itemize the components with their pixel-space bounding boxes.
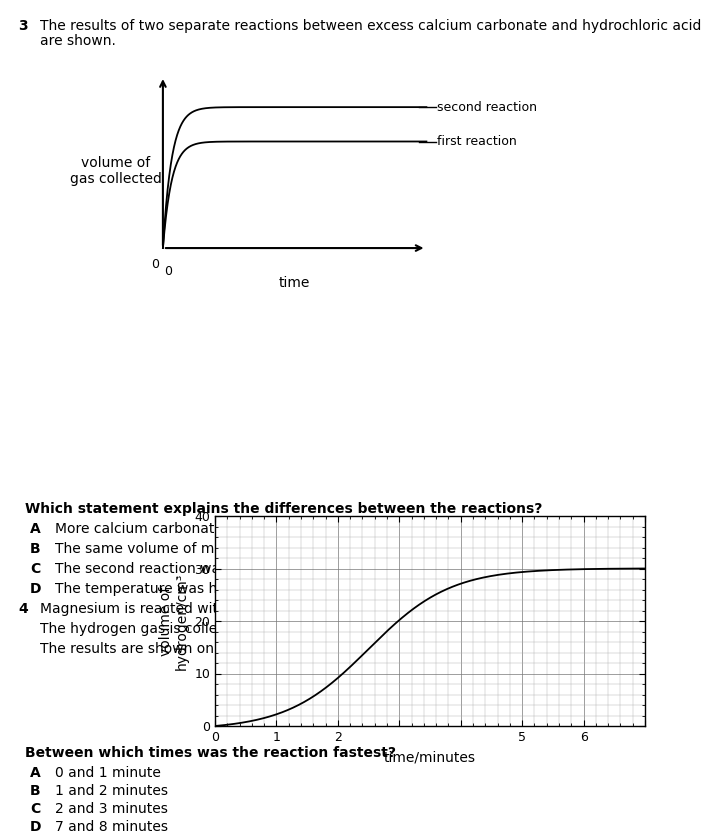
Text: B: B bbox=[30, 784, 41, 798]
Text: C: C bbox=[30, 562, 40, 576]
Text: The temperature was higher in the second reaction.: The temperature was higher in the second… bbox=[55, 582, 417, 596]
Text: 7 and 8 minutes: 7 and 8 minutes bbox=[55, 820, 168, 834]
Text: Between which times was the reaction fastest?: Between which times was the reaction fas… bbox=[25, 746, 396, 760]
Text: 4: 4 bbox=[18, 602, 28, 616]
Text: D: D bbox=[30, 820, 42, 834]
Text: 0 and 1 minute: 0 and 1 minute bbox=[55, 766, 161, 780]
Text: B: B bbox=[30, 542, 41, 556]
Text: 3: 3 bbox=[18, 19, 28, 33]
Text: second reaction: second reaction bbox=[437, 101, 537, 113]
Text: are shown.: are shown. bbox=[40, 34, 116, 48]
X-axis label: time/minutes: time/minutes bbox=[384, 751, 476, 765]
Text: D: D bbox=[30, 582, 42, 596]
Text: C: C bbox=[30, 802, 40, 816]
Text: The results of two separate reactions between excess calcium carbonate and hydro: The results of two separate reactions be… bbox=[40, 19, 701, 33]
Text: 1 and 2 minutes: 1 and 2 minutes bbox=[55, 784, 168, 798]
Text: first reaction: first reaction bbox=[437, 135, 517, 148]
Text: The second reaction was allowed to react for longer.: The second reaction was allowed to react… bbox=[55, 562, 419, 576]
Text: More calcium carbonate was used in the second reaction.: More calcium carbonate was used in the s… bbox=[55, 522, 455, 536]
Text: The results are shown on the graph.: The results are shown on the graph. bbox=[40, 642, 291, 656]
Text: 0: 0 bbox=[151, 259, 159, 271]
Text: 2 and 3 minutes: 2 and 3 minutes bbox=[55, 802, 168, 816]
Text: Which statement explains the differences between the reactions?: Which statement explains the differences… bbox=[25, 502, 542, 516]
Text: A: A bbox=[30, 766, 41, 780]
Text: volume of
gas collected: volume of gas collected bbox=[70, 156, 161, 186]
Text: A: A bbox=[30, 522, 41, 536]
Text: The same volume of more concentrated acid was used in the second reaction.: The same volume of more concentrated aci… bbox=[55, 542, 599, 556]
Text: 0: 0 bbox=[164, 265, 172, 279]
Text: Magnesium is reacted with a dilute acid.: Magnesium is reacted with a dilute acid. bbox=[40, 602, 321, 616]
Text: The hydrogen gas is collected and its volume measured.: The hydrogen gas is collected and its vo… bbox=[40, 622, 433, 636]
Y-axis label: volume of
hydrogen/cm³: volume of hydrogen/cm³ bbox=[158, 572, 189, 670]
Text: time: time bbox=[279, 275, 310, 289]
